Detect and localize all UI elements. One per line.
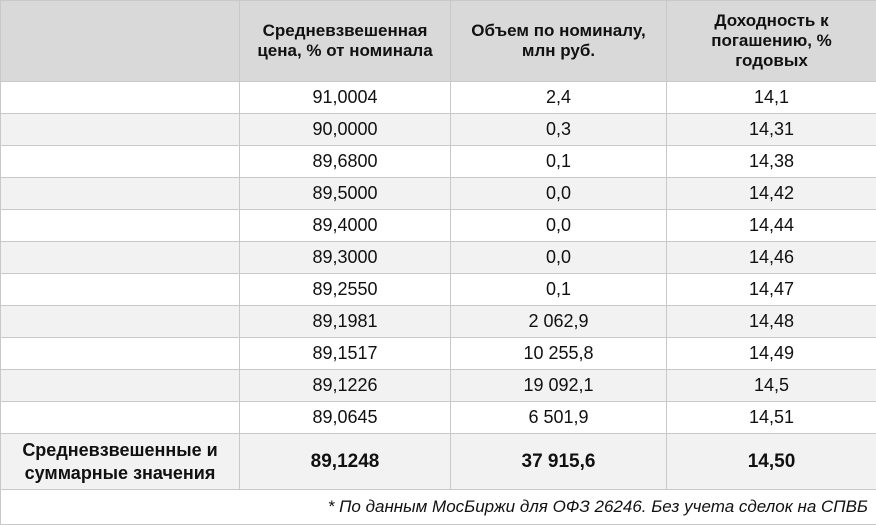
total-yield: 14,50 <box>667 434 876 490</box>
header-volume: Объем по номиналу, млн руб. <box>451 1 667 82</box>
row-label <box>1 306 240 338</box>
row-label <box>1 402 240 434</box>
header-yield: Доходность к погашению, % годовых <box>667 1 876 82</box>
header-row: Средневзвешенная цена, % от номинала Объ… <box>1 1 876 82</box>
row-label <box>1 210 240 242</box>
row-label <box>1 338 240 370</box>
row-label <box>1 274 240 306</box>
row-volume: 6 501,9 <box>451 402 667 434</box>
row-price: 90,0000 <box>240 114 451 146</box>
header-empty <box>1 1 240 82</box>
row-label <box>1 114 240 146</box>
row-price: 89,1226 <box>240 370 451 402</box>
total-price: 89,1248 <box>240 434 451 490</box>
total-label: Средневзвешенные и суммарные значения <box>1 434 240 490</box>
row-price: 89,3000 <box>240 242 451 274</box>
row-volume: 19 092,1 <box>451 370 667 402</box>
row-label <box>1 370 240 402</box>
row-price: 89,5000 <box>240 178 451 210</box>
row-label <box>1 146 240 178</box>
row-yield: 14,38 <box>667 146 876 178</box>
row-volume: 0,1 <box>451 274 667 306</box>
row-volume: 0,0 <box>451 242 667 274</box>
row-price: 89,1981 <box>240 306 451 338</box>
row-yield: 14,51 <box>667 402 876 434</box>
row-label <box>1 178 240 210</box>
row-volume: 10 255,8 <box>451 338 667 370</box>
row-volume: 2 062,9 <box>451 306 667 338</box>
row-volume: 0,0 <box>451 178 667 210</box>
row-volume: 0,1 <box>451 146 667 178</box>
row-label <box>1 82 240 114</box>
row-volume: 0,0 <box>451 210 667 242</box>
row-yield: 14,47 <box>667 274 876 306</box>
total-volume: 37 915,6 <box>451 434 667 490</box>
total-row: Средневзвешенные и суммарные значения 89… <box>1 434 876 490</box>
row-yield: 14,5 <box>667 370 876 402</box>
row-yield: 14,48 <box>667 306 876 338</box>
row-price: 89,4000 <box>240 210 451 242</box>
header-price: Средневзвешенная цена, % от номинала <box>240 1 451 82</box>
row-label <box>1 242 240 274</box>
row-yield: 14,31 <box>667 114 876 146</box>
footnote-row: * По данным МосБиржи для ОФЗ 26246. Без … <box>1 490 876 525</box>
row-price: 89,1517 <box>240 338 451 370</box>
row-price: 89,6800 <box>240 146 451 178</box>
row-yield: 14,44 <box>667 210 876 242</box>
row-price: 91,0004 <box>240 82 451 114</box>
row-price: 89,0645 <box>240 402 451 434</box>
row-volume: 0,3 <box>451 114 667 146</box>
footnote: * По данным МосБиржи для ОФЗ 26246. Без … <box>1 490 876 525</box>
row-yield: 14,49 <box>667 338 876 370</box>
row-yield: 14,46 <box>667 242 876 274</box>
row-volume: 2,4 <box>451 82 667 114</box>
row-yield: 14,1 <box>667 82 876 114</box>
row-price: 89,2550 <box>240 274 451 306</box>
row-yield: 14,42 <box>667 178 876 210</box>
